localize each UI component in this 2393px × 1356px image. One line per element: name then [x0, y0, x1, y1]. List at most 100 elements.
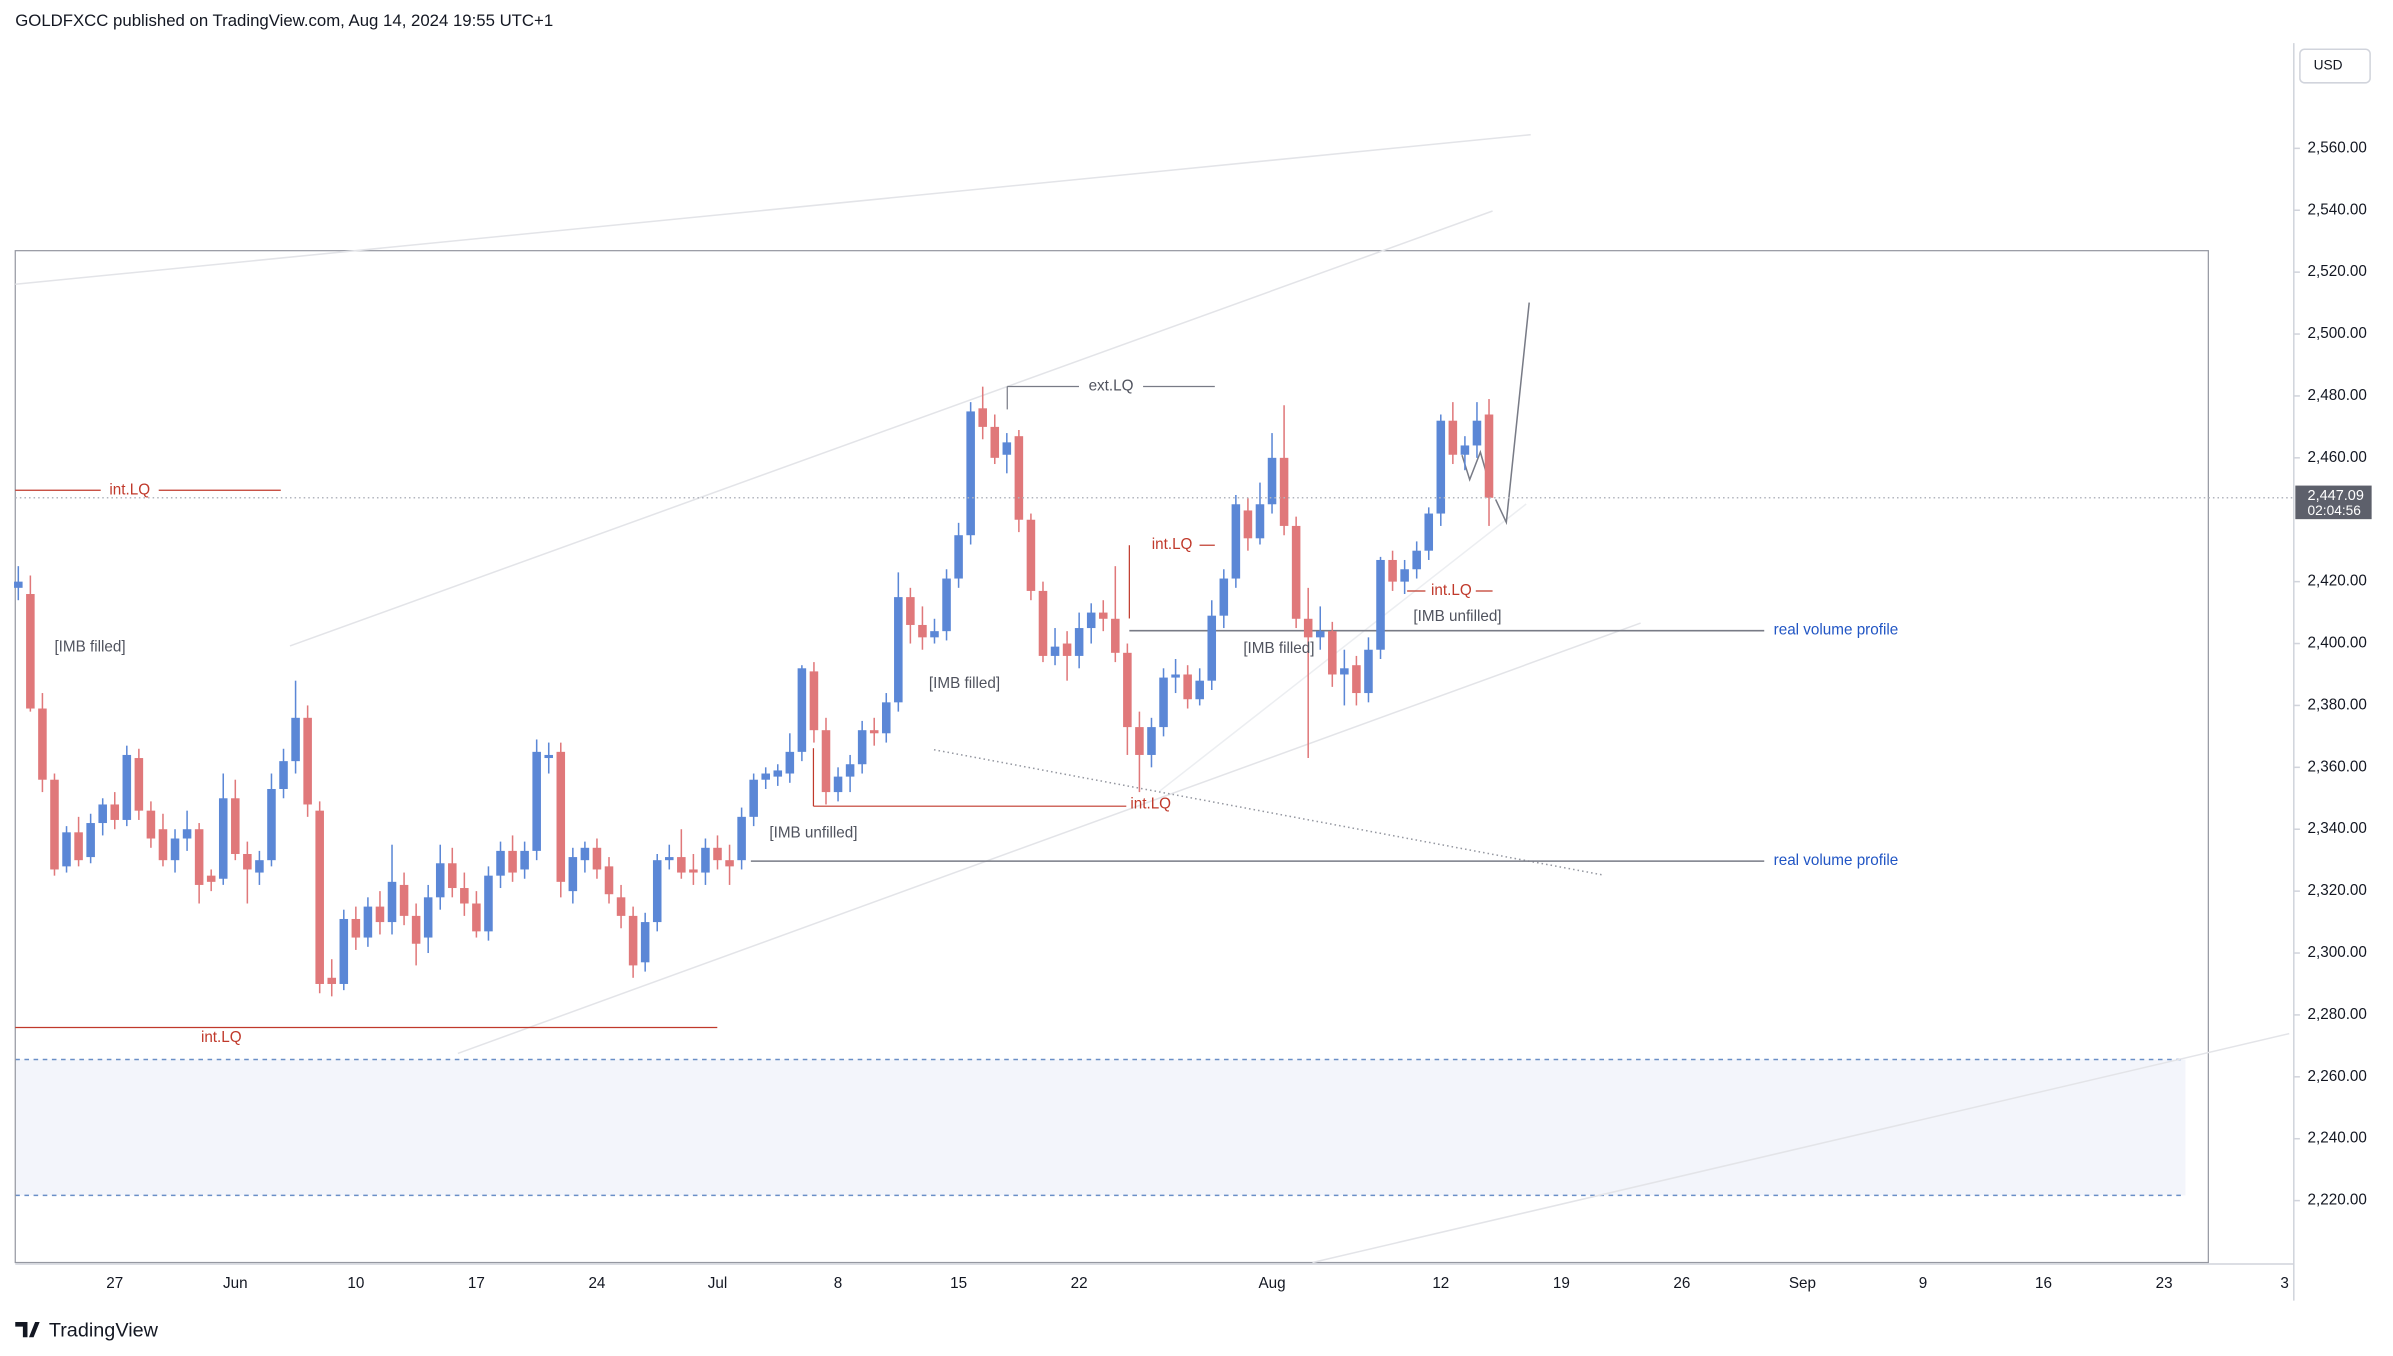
candle-body: [749, 779, 758, 817]
candle-body: [881, 702, 891, 734]
candle-body: [351, 918, 361, 938]
candle-body: [677, 857, 686, 873]
candle-body: [954, 535, 963, 579]
y-tick-label: 2,560.00: [2308, 139, 2367, 156]
annotation: [IMB filled]: [54, 639, 125, 656]
candle-body: [182, 829, 192, 839]
x-tick-label: Sep: [1789, 1275, 1816, 1292]
candle-body: [761, 773, 770, 780]
candle-body: [990, 426, 1000, 458]
header: GOLDFXCC published on TradingView.com, A…: [15, 11, 553, 30]
candle-body: [86, 823, 95, 858]
box: [14, 250, 2209, 1264]
candle-body: [50, 779, 59, 870]
countdown: 02:04:56: [2308, 503, 2362, 518]
candle-body: [206, 875, 216, 882]
y-tick-label: 2,500.00: [2308, 325, 2367, 342]
candle-body: [1303, 618, 1313, 638]
candle-body: [1255, 504, 1265, 539]
candle-body: [918, 624, 927, 638]
candle-body: [38, 708, 47, 780]
x-tick-label: Jul: [708, 1275, 728, 1292]
candle-body: [1291, 525, 1301, 619]
candle-body: [1243, 510, 1253, 539]
candle-body: [652, 860, 662, 923]
y-tick-label: 2,320.00: [2308, 882, 2367, 899]
y-tick-label: 2,360.00: [2308, 758, 2367, 775]
candle-body: [809, 671, 819, 731]
candle-body: [556, 751, 566, 882]
candle-body: [1014, 436, 1024, 520]
trend-line: [1159, 503, 1527, 792]
y-tick-label: 2,400.00: [2308, 635, 2367, 652]
candle-body: [1328, 631, 1337, 675]
annotation: [IMB unfilled]: [1413, 608, 1501, 625]
logo-mark: [15, 1322, 40, 1338]
y-tick-label: 2,260.00: [2308, 1068, 2367, 1085]
y-tick-label: 2,480.00: [2308, 387, 2367, 404]
candle-body: [496, 850, 505, 876]
logo: TradingView: [15, 1319, 159, 1341]
candle-body: [1026, 519, 1036, 591]
y-tick-label: 2,220.00: [2308, 1192, 2367, 1209]
candle-body: [1086, 612, 1096, 629]
candle-body: [484, 875, 493, 932]
trend-line: [15, 133, 1531, 286]
currency-box[interactable]: [2299, 48, 2371, 84]
candle-body: [532, 751, 541, 851]
candle-body: [544, 754, 554, 759]
annotation: int.LQ: [109, 481, 150, 498]
x-tick-label: 22: [1071, 1275, 1088, 1292]
candle-body: [930, 631, 939, 638]
candle-body: [1195, 680, 1204, 700]
candle-body: [472, 903, 481, 932]
candle-body: [665, 857, 674, 861]
candle-body: [725, 860, 734, 867]
candle-body: [1219, 578, 1229, 616]
x-tick-label: 3: [2280, 1275, 2288, 1292]
candle-body: [628, 915, 638, 966]
annotation: int.LQ: [1130, 796, 1171, 813]
candle-body: [1267, 457, 1277, 505]
candle-body: [894, 597, 903, 703]
footer: TradingView: [49, 1319, 159, 1341]
annotation: real volume profile: [1774, 852, 1899, 869]
candle-body: [303, 717, 312, 805]
candle-body: [1388, 559, 1397, 582]
candle-body: [231, 798, 240, 854]
x-tick-label: 17: [468, 1275, 485, 1292]
candle-body: [942, 578, 951, 632]
candle-body: [1315, 631, 1325, 638]
candle-body: [1448, 420, 1458, 455]
candle-body: [1002, 442, 1012, 455]
candle-body: [122, 754, 132, 820]
candle-body: [411, 915, 421, 944]
candle-body: [460, 888, 469, 904]
x-tick-label: 23: [2156, 1275, 2173, 1292]
candle-body: [1050, 646, 1060, 656]
candle-body: [1183, 674, 1192, 700]
x-tick-label: 8: [834, 1275, 842, 1292]
candle-body: [1340, 668, 1349, 675]
candle-body: [194, 829, 204, 885]
candle-body: [74, 832, 83, 861]
x-tick-label: Aug: [1258, 1275, 1285, 1292]
candle-body: [26, 594, 35, 709]
y-tick-label: 2,380.00: [2308, 696, 2367, 713]
candle-body: [375, 906, 385, 923]
x-tick-label: 27: [106, 1275, 123, 1292]
candle-body: [158, 829, 168, 861]
candle-body: [1412, 550, 1421, 570]
candle-body: [279, 761, 288, 789]
candle-body: [1436, 420, 1446, 514]
candle-body: [604, 866, 614, 895]
candle-body: [616, 897, 626, 916]
annotation: int.LQ: [1152, 536, 1193, 553]
candle-body: [146, 810, 156, 839]
y-tick-label: 2,240.00: [2308, 1130, 2367, 1147]
candle-body: [869, 730, 879, 734]
candle-body: [966, 411, 975, 536]
candle-body: [423, 897, 433, 938]
candle-body: [773, 770, 783, 777]
